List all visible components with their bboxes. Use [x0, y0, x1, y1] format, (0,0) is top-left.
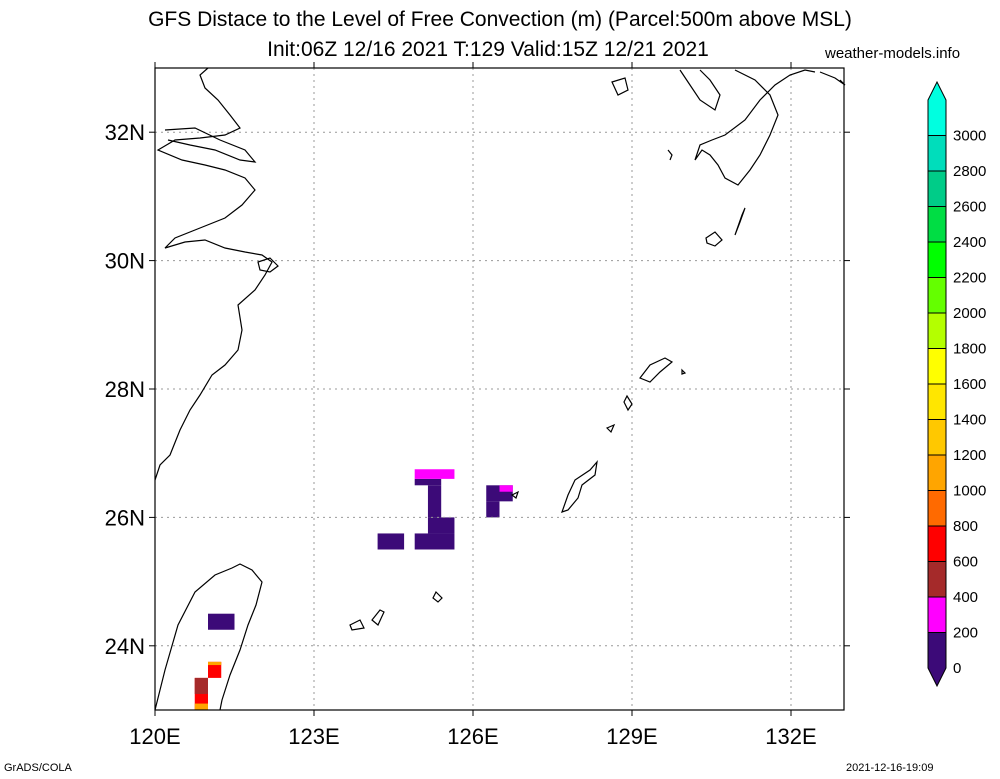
colorbar-label: 1400 — [953, 412, 986, 429]
island-daito — [681, 368, 687, 375]
colorbar-segment — [927, 312, 947, 349]
colorbar-segment — [927, 135, 947, 172]
field-cell — [377, 533, 405, 550]
colorbar-segment — [927, 348, 947, 385]
colorbar-label: 2000 — [953, 305, 986, 322]
colorbar-label: 1800 — [953, 341, 986, 358]
island-miyako — [432, 590, 443, 603]
colorbar-label: 1200 — [953, 447, 986, 464]
field-cell — [427, 517, 455, 534]
tick-label-lat: 30N — [105, 249, 145, 274]
field-cell — [486, 501, 500, 518]
map-title-line2: Init:06Z 12/16 2021 T:129 Valid:15Z 12/2… — [267, 38, 709, 61]
colorbar-label: 3000 — [953, 128, 986, 145]
tick-label-lon: 129E — [606, 724, 657, 749]
colorbar-segment — [927, 632, 947, 688]
island-okinawa — [561, 460, 598, 513]
field-cell — [194, 677, 208, 694]
colorbar-segment — [927, 277, 947, 314]
colorbar-label: 2600 — [953, 199, 986, 216]
coastline-kyushu — [679, 69, 816, 186]
island-amami — [639, 357, 674, 383]
colorbar-label: 2400 — [953, 234, 986, 251]
tick-label-lat: 28N — [105, 377, 145, 402]
island-kyushu-north — [819, 71, 846, 86]
field-cell — [427, 485, 442, 518]
colorbar-segment — [927, 561, 947, 598]
colorbar-label: 400 — [953, 589, 978, 606]
field-cell — [414, 478, 442, 486]
colorbar-label: 0 — [953, 660, 961, 677]
colorbar-segment — [927, 80, 947, 136]
colorbar-segment — [927, 525, 947, 562]
field-cell — [414, 469, 455, 479]
colorbar-segment — [927, 490, 947, 527]
field-cells-layer — [194, 469, 513, 710]
island-zhoushan — [257, 257, 279, 273]
coastline-yangtze — [164, 127, 257, 163]
colorbar-label: 2200 — [953, 270, 986, 287]
colorbar-label: 800 — [953, 518, 978, 535]
field-cell — [208, 613, 235, 630]
tick-label-lon: 123E — [288, 724, 339, 749]
axis-ticks: 120E 123E 126E 129E 132E 24N 26N 28N 30N 32N — [105, 62, 850, 749]
island-goto — [611, 77, 629, 96]
tick-label-lon: 132E — [765, 724, 816, 749]
colorbar-segment — [927, 454, 947, 491]
colorbar-label: 1600 — [953, 376, 986, 393]
tick-label-lon: 126E — [447, 724, 498, 749]
island-iriomote — [349, 619, 365, 631]
field-cell — [194, 703, 208, 710]
island-koshiki — [667, 149, 673, 161]
field-cell — [499, 485, 513, 492]
colorbar-label: 2800 — [953, 163, 986, 180]
coastline-taiwan — [154, 563, 263, 711]
colorbar-label: 200 — [953, 625, 978, 642]
map-title-line1: GFS Distace to the Level of Free Convect… — [148, 8, 852, 31]
software-credit: GrADS/COLA — [4, 762, 72, 774]
colorbar-label: 600 — [953, 554, 978, 571]
field-cell — [208, 661, 222, 666]
island-yakushima — [705, 231, 723, 247]
island-ishigaki — [371, 609, 385, 626]
colorbar-legend: 0 200 400 600 800 1000 1200 1400 1600 1800 2000 220… — [927, 80, 986, 688]
coastline-china — [154, 67, 273, 481]
colorbar-segment — [927, 206, 947, 243]
tick-label-lat: 32N — [105, 120, 145, 145]
field-cell — [208, 661, 222, 678]
colorbar-segment — [927, 170, 947, 207]
colorbar-segment — [927, 596, 947, 633]
generation-timestamp: 2021-12-16-19:09 — [846, 762, 934, 774]
coastline-layer — [154, 67, 846, 711]
source-site-label: weather-models.info — [825, 45, 961, 62]
grid-lines — [154, 68, 844, 710]
colorbar-segment — [927, 383, 947, 420]
island-kume — [510, 490, 520, 499]
island-tokunoshima — [623, 394, 633, 412]
colorbar-segment — [927, 419, 947, 456]
colorbar-label: 1000 — [953, 483, 986, 500]
tick-label-lat: 24N — [105, 634, 145, 659]
colorbar-segment — [927, 241, 947, 278]
field-cell — [414, 533, 455, 550]
island-tanegashima — [734, 207, 746, 236]
island-okinoerabu — [605, 423, 616, 434]
tick-label-lon: 120E — [129, 724, 180, 749]
tick-label-lat: 26N — [105, 505, 145, 530]
